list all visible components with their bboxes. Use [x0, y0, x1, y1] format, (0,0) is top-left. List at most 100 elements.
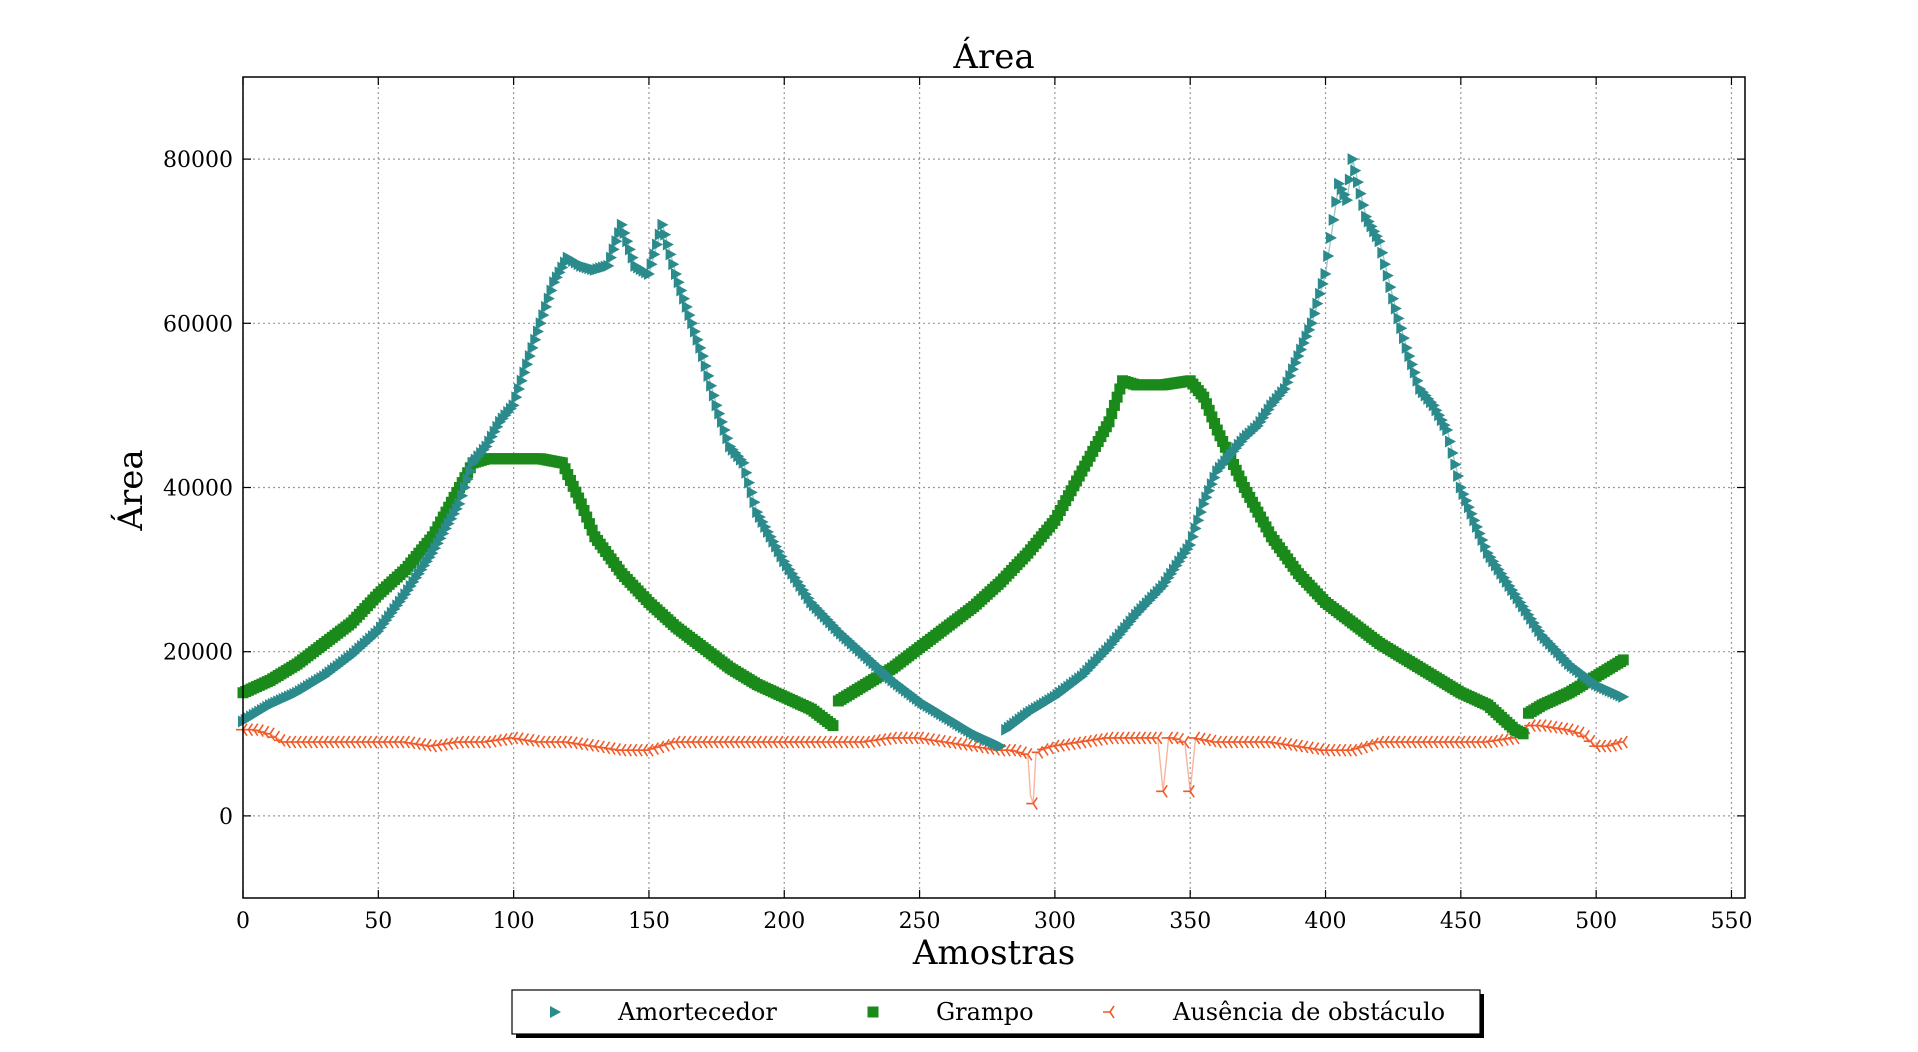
- data-point: [1617, 654, 1629, 666]
- data-point: [1230, 464, 1242, 476]
- data-point: [586, 524, 598, 536]
- data-point: [1393, 312, 1405, 325]
- data-point: [662, 238, 674, 251]
- axes-ticks: 0 50 100 150 200 250 300 350 400 450 500 550 0 20000 4…: [163, 77, 1752, 934]
- data-point: [1111, 391, 1123, 403]
- data-point: [575, 498, 587, 510]
- data-point: [1323, 249, 1335, 262]
- data-point: [1233, 470, 1245, 482]
- data-point: [668, 258, 680, 271]
- data-point: [1352, 176, 1364, 189]
- data-point: [562, 469, 574, 481]
- data-point: [1325, 231, 1337, 244]
- legend-marker-1: [867, 1006, 879, 1018]
- data-point: [1350, 164, 1362, 177]
- data-point: [1618, 690, 1630, 703]
- data-point: [1388, 292, 1400, 305]
- data-point: [1219, 441, 1231, 453]
- data-point: [1206, 411, 1218, 423]
- data-point: [703, 369, 715, 382]
- data-point: [1374, 235, 1386, 248]
- data-point: [1020, 747, 1033, 761]
- data-point: [744, 476, 756, 489]
- legend-marker-0: [550, 1006, 561, 1018]
- data-point: [1385, 281, 1397, 294]
- data-point: [567, 480, 579, 492]
- series-0: [238, 153, 1630, 753]
- y-tick-label: 20000: [163, 641, 233, 666]
- data-point: [1358, 199, 1370, 212]
- data-point: [1211, 424, 1223, 436]
- x-tick-label: 400: [1305, 909, 1347, 934]
- data-point: [643, 268, 655, 281]
- data-point: [1108, 399, 1120, 411]
- data-point: [573, 492, 585, 504]
- data-point: [1328, 213, 1340, 226]
- data-point: [1026, 797, 1038, 811]
- data-point: [1106, 408, 1118, 420]
- x-tick-label: 350: [1169, 909, 1211, 934]
- x-tick-label: 550: [1710, 909, 1752, 934]
- data-point: [738, 456, 750, 469]
- data-point: [578, 504, 590, 516]
- legend-label: Grampo: [936, 998, 1034, 1026]
- data-point: [1517, 728, 1529, 740]
- legend-box: [511, 989, 1481, 1035]
- data-point: [1390, 302, 1402, 315]
- data-point: [1203, 404, 1215, 416]
- data-point: [1228, 459, 1240, 471]
- chart-title: Área: [952, 36, 1034, 77]
- data-point: [1200, 398, 1212, 410]
- data-point: [1156, 784, 1168, 798]
- data-point: [1317, 277, 1329, 290]
- data-point: [708, 389, 720, 402]
- data-point: [1236, 476, 1248, 488]
- x-tick-label: 150: [628, 909, 670, 934]
- data-point: [581, 511, 593, 523]
- data-point: [583, 518, 595, 530]
- data-point: [564, 474, 576, 486]
- data-point: [1447, 447, 1459, 460]
- data-point: [1209, 417, 1221, 429]
- data-point: [698, 350, 710, 363]
- x-tick-label: 250: [899, 909, 941, 934]
- legend-label: Ausência de obstáculo: [1172, 998, 1445, 1026]
- legend-label: Amortecedor: [617, 998, 777, 1026]
- x-tick-label: 500: [1575, 909, 1617, 934]
- data-point: [1320, 268, 1332, 281]
- data-point: [1309, 307, 1321, 320]
- data-point: [559, 463, 571, 475]
- data-point: [1214, 430, 1226, 442]
- x-tick-label: 450: [1440, 909, 1482, 934]
- data-point: [1450, 458, 1462, 471]
- legend-marker-2: [1103, 1005, 1115, 1019]
- data-point: [652, 238, 664, 251]
- data-point: [741, 466, 753, 479]
- data-point: [649, 248, 661, 261]
- series-1: [237, 375, 1629, 740]
- data-point: [1453, 470, 1465, 483]
- data-point: [1150, 731, 1163, 745]
- data-point: [1315, 287, 1327, 300]
- data-point: [665, 248, 677, 261]
- x-tick-label: 200: [763, 909, 805, 934]
- x-tick-label: 100: [493, 909, 535, 934]
- y-tick-label: 0: [219, 805, 233, 830]
- data-point: [746, 486, 758, 499]
- data-point: [1355, 187, 1367, 200]
- data-point: [556, 457, 568, 469]
- data-point: [749, 496, 761, 509]
- x-tick-label: 300: [1034, 909, 1076, 934]
- data-point: [1396, 322, 1408, 335]
- data-point: [1198, 391, 1210, 403]
- data-point: [1380, 258, 1392, 271]
- data-point: [700, 359, 712, 372]
- data-point: [1442, 424, 1454, 437]
- data-point: [1399, 332, 1411, 345]
- grid: [242, 77, 1745, 898]
- data-point: [706, 379, 718, 392]
- data-point: [1331, 195, 1343, 208]
- x-tick-label: 0: [236, 909, 250, 934]
- data-point: [995, 740, 1007, 753]
